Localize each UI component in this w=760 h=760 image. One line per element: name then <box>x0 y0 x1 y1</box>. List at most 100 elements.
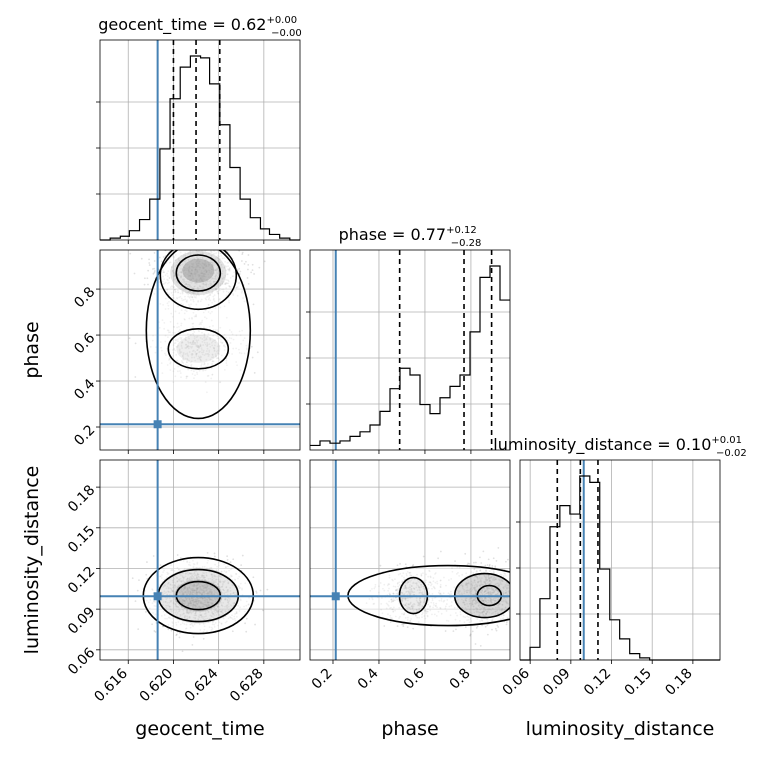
sample-point <box>396 625 399 627</box>
truth-marker <box>331 592 340 601</box>
sample-point <box>514 618 516 620</box>
sample-point <box>505 623 508 626</box>
density-contour <box>175 254 222 292</box>
scatter-content <box>100 223 300 450</box>
sample-point <box>151 268 154 270</box>
sample-point <box>468 562 471 565</box>
sample-point <box>480 562 483 564</box>
truth-marker <box>153 420 162 429</box>
sample-point <box>185 236 187 238</box>
sample-point <box>513 593 515 595</box>
sample-point <box>513 581 515 583</box>
sample-point <box>234 246 236 248</box>
sample-point <box>521 616 523 618</box>
sample-point <box>226 559 229 561</box>
sample-point <box>389 621 392 623</box>
sample-point <box>183 242 185 244</box>
sample-point <box>455 628 457 631</box>
sample-point <box>482 550 485 553</box>
sample-point <box>515 580 517 582</box>
sample-point <box>220 243 222 245</box>
sample-point <box>233 235 235 237</box>
sample-point <box>238 267 241 270</box>
sample-point <box>383 625 386 627</box>
sample-point <box>152 555 155 557</box>
sample-point <box>511 616 513 618</box>
sample-point <box>464 626 467 628</box>
y-tick-label: 0.2 <box>71 422 98 449</box>
sample-point <box>439 550 442 553</box>
sample-point <box>213 555 216 558</box>
sample-point <box>479 556 481 559</box>
sample-point <box>512 585 514 587</box>
sample-point <box>241 251 244 254</box>
sample-point <box>511 596 513 598</box>
histogram-step-geocent_time <box>100 55 300 241</box>
sample-point <box>140 257 143 260</box>
sample-point <box>469 634 472 637</box>
sample-point <box>178 632 181 634</box>
sample-point <box>513 604 515 606</box>
scatter-content <box>100 460 300 660</box>
sample-point <box>153 267 156 270</box>
x-tick-label: 0.616 <box>91 665 131 705</box>
sample-point <box>515 608 517 610</box>
sample-point <box>128 337 131 340</box>
sample-point <box>211 242 213 244</box>
y-tick-label: 0.06 <box>65 645 98 678</box>
sample-point <box>154 631 157 633</box>
title-lower: −0.28 <box>451 238 482 249</box>
histogram-panel-geocent_time: geocent_time = 0.62+0.00 −0.00 <box>98 15 302 241</box>
sample-point <box>175 633 178 636</box>
sample-point <box>187 244 189 246</box>
sample-point <box>129 252 132 255</box>
sample-point <box>512 586 514 588</box>
sample-point <box>191 247 193 249</box>
sample-point <box>145 573 148 576</box>
sample-point <box>234 242 236 244</box>
histogram-panel-phase: phase = 0.77+0.12 −0.28 <box>309 225 511 451</box>
y-tick-label: 0.09 <box>65 604 98 637</box>
scatter-content <box>310 460 530 660</box>
sample-point <box>202 637 205 640</box>
x-tick-label: 0.06 <box>500 665 533 698</box>
sample-point <box>494 565 497 568</box>
sample-point <box>514 581 516 583</box>
scatter-panel-geocent_time-luminosity_distance <box>99 459 301 661</box>
sample-point <box>484 564 487 567</box>
histogram-title-geocent_time: geocent_time = 0.62+0.00 −0.00 <box>98 15 302 39</box>
sample-point <box>497 547 500 549</box>
sample-point <box>412 627 415 630</box>
panel-frame <box>99 249 301 451</box>
panel-frame <box>519 459 721 661</box>
sample-point <box>253 371 256 374</box>
sample-point <box>422 555 425 558</box>
sample-point <box>259 589 262 592</box>
sample-point <box>247 282 250 285</box>
density-contour <box>145 250 252 420</box>
sample-point <box>168 223 170 225</box>
title-main-text: luminosity_distance = 0.10 <box>493 435 711 455</box>
sample-point <box>492 557 495 560</box>
sample-point <box>180 243 182 245</box>
sample-point <box>250 271 253 274</box>
sample-point <box>226 555 229 558</box>
sample-point <box>513 591 515 593</box>
sample-point <box>153 252 156 254</box>
sample-point <box>528 578 530 580</box>
sample-point <box>188 237 190 239</box>
sample-point <box>516 607 518 609</box>
x-tick-label: 0.4 <box>355 665 382 692</box>
y-tick-label: 0.8 <box>71 284 98 311</box>
sample-point <box>437 557 440 560</box>
sample-point <box>246 277 249 279</box>
sample-point <box>404 563 407 566</box>
sample-point <box>198 243 200 245</box>
sample-point <box>243 263 246 265</box>
sample-point <box>476 625 479 628</box>
sample-point <box>245 617 248 620</box>
sample-point <box>495 629 498 632</box>
sample-point <box>222 236 224 238</box>
sample-point <box>512 573 514 575</box>
